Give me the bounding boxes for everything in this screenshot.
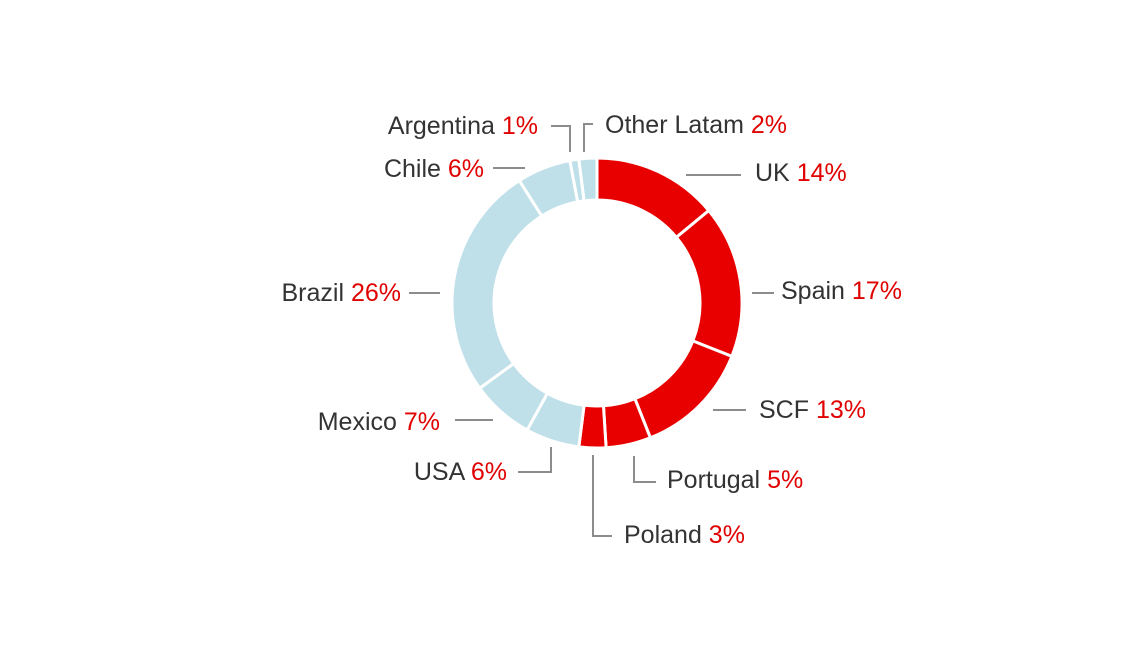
label-name-chile: Chile bbox=[384, 155, 448, 183]
label-percent-portugal: 5% bbox=[767, 466, 803, 494]
label-name-other-latam: Other Latam bbox=[605, 111, 751, 139]
label-percent-chile: 6% bbox=[448, 155, 484, 183]
label-scf: SCF 13% bbox=[759, 396, 866, 424]
label-chile: Chile 6% bbox=[384, 155, 484, 183]
label-portugal: Portugal 5% bbox=[667, 466, 803, 494]
label-name-portugal: Portugal bbox=[667, 466, 767, 494]
slice-spain bbox=[674, 208, 744, 359]
slice-scf bbox=[632, 338, 734, 440]
leader-line-argentina bbox=[551, 125, 571, 152]
leader-line-portugal bbox=[633, 456, 656, 483]
donut-slices bbox=[450, 156, 744, 450]
label-brazil: Brazil 26% bbox=[281, 279, 401, 307]
label-name-uk: UK bbox=[755, 159, 797, 187]
label-uk: UK 14% bbox=[755, 159, 847, 187]
label-name-brazil: Brazil bbox=[281, 279, 350, 307]
label-percent-spain: 17% bbox=[852, 277, 902, 305]
leader-lines bbox=[409, 123, 774, 537]
label-percent-scf: 13% bbox=[816, 396, 866, 424]
slice-labels: UK 14% Spain 17% SCF 13% Portugal 5% Poland … bbox=[281, 111, 901, 549]
label-percent-argentina: 1% bbox=[502, 112, 538, 140]
label-percent-mexico: 7% bbox=[404, 408, 440, 436]
leader-line-usa bbox=[518, 447, 552, 473]
slice-brazil bbox=[450, 178, 544, 391]
label-percent-other-latam: 2% bbox=[751, 111, 787, 139]
leader-line-poland bbox=[592, 455, 612, 537]
label-percent-poland: 3% bbox=[709, 521, 745, 549]
label-name-spain: Spain bbox=[781, 277, 852, 305]
label-name-usa: USA bbox=[414, 458, 471, 486]
label-other-latam: Other Latam 2% bbox=[605, 111, 787, 139]
label-name-argentina: Argentina bbox=[388, 112, 502, 140]
label-percent-usa: 6% bbox=[471, 458, 507, 486]
leader-line-other-latam bbox=[583, 123, 593, 152]
label-poland: Poland 3% bbox=[624, 521, 745, 549]
label-percent-brazil: 26% bbox=[351, 279, 401, 307]
label-name-scf: SCF bbox=[759, 396, 816, 424]
label-argentina: Argentina 1% bbox=[388, 112, 538, 140]
label-percent-uk: 14% bbox=[797, 159, 847, 187]
label-spain: Spain 17% bbox=[781, 277, 902, 305]
label-usa: USA 6% bbox=[414, 458, 507, 486]
label-name-mexico: Mexico bbox=[318, 408, 404, 436]
label-mexico: Mexico 7% bbox=[318, 408, 440, 436]
label-name-poland: Poland bbox=[624, 521, 709, 549]
slice-other-latam bbox=[577, 156, 599, 203]
